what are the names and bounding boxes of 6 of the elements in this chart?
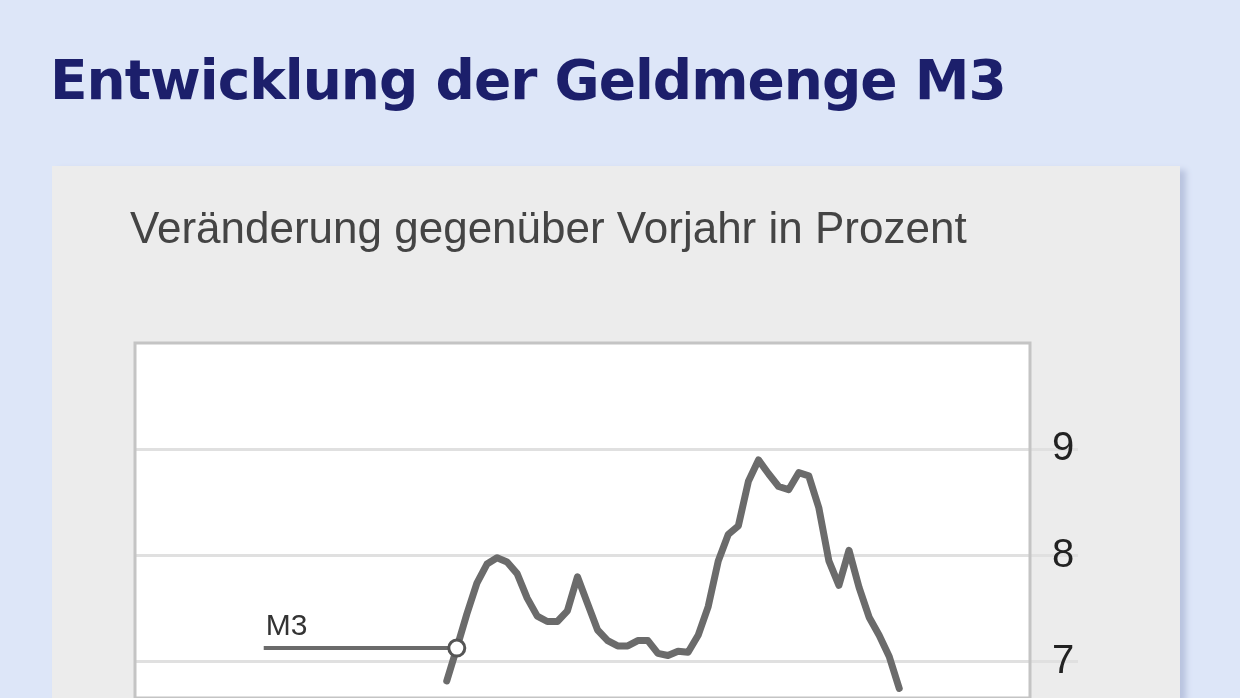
y-tick-label: 8 [1052,530,1075,575]
y-tick-label: 7 [1052,636,1075,681]
text: M3 [265,608,308,642]
chart-title: Entwicklung der Geldmenge M3 [50,48,1006,112]
y-tick-label: 9 [1052,424,1075,469]
chart-subtitle: Veränderung gegenüber Vorjahr in Prozent [130,202,968,254]
